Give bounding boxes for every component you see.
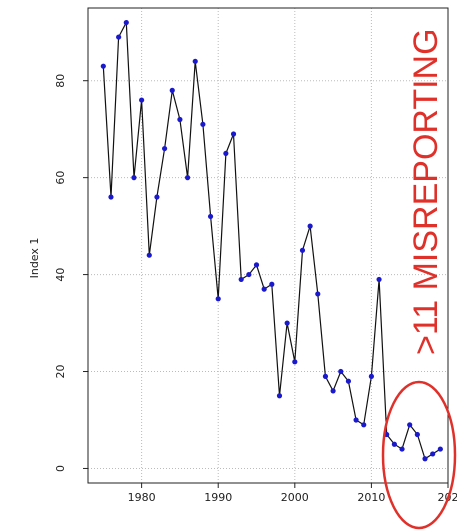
x-tick-label: 2000 (281, 491, 309, 504)
data-point (100, 63, 106, 69)
data-point (430, 451, 436, 457)
data-point (215, 296, 221, 302)
data-point (345, 378, 352, 384)
data-point (116, 34, 122, 40)
data-point (154, 194, 160, 200)
x-tick-label: 1990 (204, 491, 232, 504)
data-point (230, 131, 237, 137)
data-point (292, 359, 298, 365)
data-point (330, 388, 336, 394)
misreporting-annotation: >11 MISREPORTING (407, 28, 445, 355)
data-point (338, 368, 344, 375)
data-point (361, 422, 367, 428)
data-point (177, 116, 183, 123)
data-point (299, 247, 306, 253)
data-point (391, 441, 397, 447)
data-point (414, 431, 420, 438)
x-tick-label: 2010 (357, 491, 385, 504)
data-point (123, 19, 129, 26)
grid (88, 8, 448, 483)
data-point (161, 145, 168, 152)
data-point (131, 175, 137, 181)
data-point (368, 373, 375, 379)
data-point (238, 276, 244, 283)
data-point (284, 320, 290, 326)
data-point (108, 194, 114, 200)
data-point (437, 446, 443, 452)
data-point (276, 393, 283, 399)
data-point (315, 291, 321, 297)
y-tick-label: 0 (54, 465, 67, 472)
data-point (322, 373, 329, 379)
data-point (422, 456, 428, 462)
data-point (146, 252, 152, 258)
data-point (399, 446, 405, 452)
y-tick-label: 80 (54, 74, 67, 88)
data-point (169, 87, 175, 93)
data-point (246, 271, 252, 278)
data-point (269, 281, 275, 287)
data-point (307, 223, 313, 229)
data-point (261, 286, 267, 292)
y-tick-label: 40 (54, 268, 67, 282)
y-tick-label: 20 (54, 365, 67, 379)
series-line (102, 20, 441, 460)
x-tick-label: 1980 (128, 491, 156, 504)
data-point (376, 276, 382, 283)
plot-frame (87, 7, 449, 484)
data-point (184, 175, 191, 181)
y-axis-label: Index 1 (28, 238, 41, 279)
series-points (100, 19, 443, 462)
data-point (407, 422, 413, 428)
data-point (253, 262, 260, 268)
highlight-ellipse (381, 380, 457, 530)
data-point (223, 150, 229, 157)
data-point (353, 417, 359, 423)
y-tick-label: 60 (54, 171, 67, 185)
data-point (207, 213, 214, 220)
data-point (192, 58, 198, 64)
data-point (139, 97, 145, 103)
data-point (200, 121, 206, 127)
